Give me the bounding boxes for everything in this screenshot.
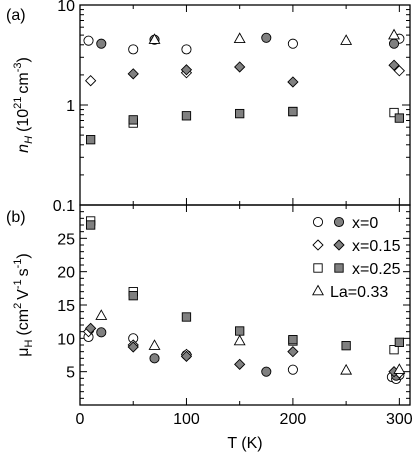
panel-1-point-diamond-filled	[234, 358, 246, 370]
panel-1-point-diamond-filled	[127, 341, 139, 353]
panel-1-point-square-filled	[85, 220, 96, 230]
panel-0-point-diamond-open	[85, 75, 97, 87]
panel-b-y-title: μH(cm2V-1s-1)	[12, 253, 35, 357]
legend-diamond-filled-marker	[333, 239, 345, 251]
y-title-mu: μ	[15, 348, 32, 357]
legend-label: La=0.33	[330, 284, 388, 301]
legend-label: x=0	[352, 215, 378, 232]
marks-layer	[82, 28, 406, 385]
legend-label: x=0.25	[352, 261, 401, 278]
panel-0-point-circle-open	[83, 35, 94, 46]
panel-1-point-triangle-open	[233, 334, 246, 346]
panel-0-point-diamond-filled	[287, 76, 299, 88]
legend: x=0 x=0.15 x=0.25 La=0.33	[312, 215, 401, 301]
panel-0-point-diamond-filled	[127, 68, 139, 80]
legend-label: x=0.15	[352, 238, 401, 255]
panel-1-point-circle-open	[287, 364, 298, 375]
panel-0-point-circle-open	[181, 44, 192, 55]
y-title-s: s	[15, 268, 32, 276]
y-tick-label: 25	[57, 231, 75, 248]
panel-0-point-triangle-open	[233, 32, 246, 43]
panel-1-point-circle-filled	[96, 327, 107, 338]
panel-a-label: (a)	[6, 7, 26, 24]
panel-0-point-square-filled	[85, 135, 96, 145]
y-title-close-b: )	[15, 253, 32, 258]
y-tick-label: 1	[66, 98, 75, 115]
panel-0-point-square-filled	[288, 106, 298, 117]
panel-b-label: (b)	[6, 209, 26, 226]
panel-1-point-triangle-open	[148, 339, 161, 350]
y-tick-label: 0.1	[53, 198, 75, 215]
panel-1-point-square-filled	[181, 312, 192, 322]
y-tick-label: 10	[57, 0, 75, 15]
panel-0-point-diamond-filled	[180, 64, 193, 76]
x-axis-title: T (K)	[227, 435, 262, 452]
x-tick-label: 0	[76, 411, 85, 428]
panel-a-frame	[79, 4, 411, 206]
panel-1-point-square-filled	[341, 341, 351, 351]
panel-1-point-square-filled	[288, 335, 298, 345]
y-title-cm-open: (cm	[15, 309, 32, 336]
y-title-s-exp: -1	[12, 259, 24, 269]
panel-1-point-triangle-open	[340, 363, 353, 375]
panel-1-point-circle-filled	[149, 353, 160, 364]
panel-0-point-circle-filled	[261, 32, 272, 43]
panel-1-point-square-open	[389, 345, 399, 355]
panel-a-y-title: nH (1021 cm-3)	[12, 57, 35, 153]
y-tick-label: 5	[66, 365, 75, 382]
panel-1-point-circle-filled	[261, 366, 272, 377]
y-title-cm: cm	[15, 72, 32, 93]
panel-0-point-triangle-open	[148, 33, 161, 44]
y-tick-label: 20	[57, 265, 75, 282]
x-tick-label: 200	[280, 411, 307, 428]
panel-0-point-circle-open	[287, 38, 298, 49]
panel-1-point-square-filled	[394, 337, 405, 347]
panel-0-point-circle-open	[128, 44, 139, 55]
panel-1-point-triangle-open	[95, 309, 108, 320]
y-title-cm-exp: -3	[12, 62, 24, 72]
legend-circle-filled-marker	[333, 216, 345, 228]
panel-0-point-square-filled	[394, 113, 405, 123]
panel-0-point-triangle-open	[388, 28, 400, 40]
x-tick-label: 100	[173, 411, 200, 428]
panel-0-point-diamond-filled	[234, 61, 246, 73]
panel-0-point-square-filled	[128, 115, 138, 125]
legend-circle-open-marker	[312, 216, 324, 228]
panel-0-point-square-open	[389, 107, 399, 118]
y-title-v: V	[15, 289, 32, 300]
panel-0-point-circle-filled	[96, 38, 107, 49]
panel-0-point-diamond-filled	[388, 59, 400, 71]
panel-1-point-triangle-open	[393, 363, 406, 374]
panel-b-frame	[79, 204, 411, 406]
panel-0-point-square-filled	[235, 108, 245, 119]
panel-0-point-triangle-open	[340, 34, 353, 45]
y-title-mu-sub: H	[23, 340, 35, 348]
legend-diamond-open-marker	[312, 239, 324, 251]
panel-1-point-diamond-filled	[85, 322, 97, 334]
y-title-n-sub: H	[23, 136, 35, 144]
panel-1-point-diamond-filled	[180, 350, 193, 362]
legend-square-open-marker	[313, 263, 323, 273]
y-title-v-exp: -1	[12, 279, 24, 289]
y-title-unit-open: (10	[15, 109, 32, 132]
panel-0-point-square-filled	[181, 111, 192, 121]
panel-0-point-diamond-open	[393, 65, 405, 77]
y-title-n: n	[15, 144, 32, 153]
panel-1-point-square-filled	[235, 326, 245, 336]
y-tick-label: 15	[57, 298, 75, 315]
y-title-exp: 21	[12, 97, 24, 109]
legend-square-filled-marker	[334, 263, 344, 273]
x-tick-label: 300	[386, 411, 413, 428]
y-title-close: )	[15, 57, 32, 62]
legend-triangle-open-marker	[312, 284, 324, 296]
panel-1-point-square-filled	[128, 291, 138, 301]
panel-1-point-diamond-filled	[287, 346, 299, 358]
y-title-cm2-exp: 2	[12, 303, 24, 309]
y-tick-label: 10	[57, 331, 75, 348]
panel-0-point-circle-filled	[388, 38, 400, 49]
